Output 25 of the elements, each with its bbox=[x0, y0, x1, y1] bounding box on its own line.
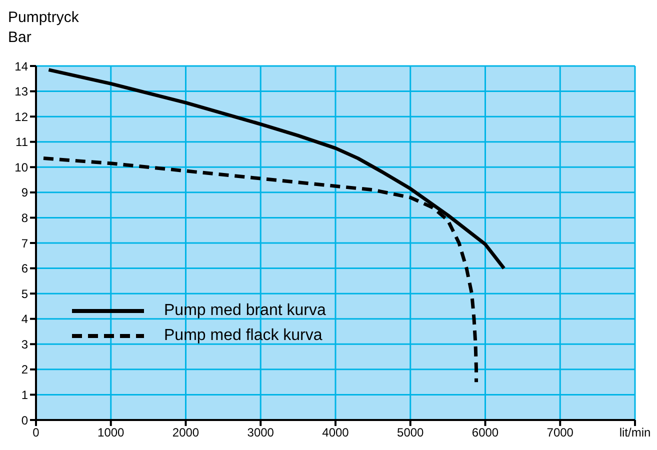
y-tick-label: 14 bbox=[14, 59, 28, 74]
y-tick-label: 11 bbox=[16, 135, 28, 150]
x-tick-label: 2000 bbox=[172, 426, 200, 440]
y-tick-label: 4 bbox=[21, 312, 28, 326]
y-tick-label: 7 bbox=[21, 236, 28, 250]
x-tick-label: 5000 bbox=[397, 426, 424, 440]
y-tick-label: 13 bbox=[14, 84, 28, 99]
y-axis-title: Pumptryck Bar bbox=[8, 8, 79, 48]
y-tick-label: 6 bbox=[21, 262, 28, 276]
y-tick-label: 0 bbox=[21, 413, 28, 428]
x-tick-label: 3000 bbox=[247, 426, 274, 440]
x-tick-label: 1000 bbox=[98, 426, 125, 440]
y-tick-label: 3 bbox=[21, 337, 28, 352]
x-tick-label: lit/min bbox=[619, 426, 651, 440]
x-tick-label: 0 bbox=[32, 426, 40, 440]
x-tick-label: 4000 bbox=[322, 426, 350, 440]
y-tick-label: 8 bbox=[21, 210, 28, 225]
x-tick-label: 7000 bbox=[546, 426, 574, 440]
y-tick-label: 10 bbox=[14, 160, 28, 174]
y-tick-label: 9 bbox=[21, 186, 28, 200]
x-tick-label: 6000 bbox=[472, 426, 499, 440]
y-tick-label: 1 bbox=[21, 388, 28, 402]
y-tick-label: 2 bbox=[21, 362, 28, 377]
y-tick-label: 12 bbox=[14, 110, 28, 124]
y-tick-label: 5 bbox=[21, 286, 28, 301]
